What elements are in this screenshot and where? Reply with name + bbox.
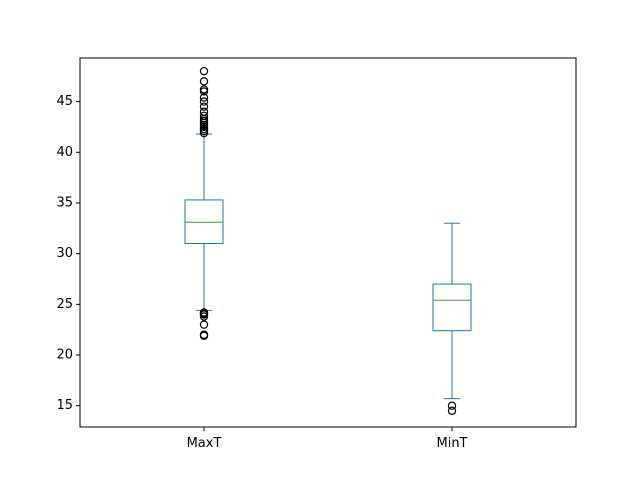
y-tick-label: 20	[56, 348, 73, 363]
outlier-point	[199, 320, 209, 329]
outlier-point	[199, 111, 209, 120]
outlier-point	[199, 66, 209, 76]
x-tick-label: MaxT	[187, 436, 222, 451]
y-tick-label: 15	[56, 398, 73, 413]
box-series	[184, 66, 472, 415]
plot-frame	[79, 57, 577, 428]
y-tick-label: 30	[56, 246, 73, 261]
y-axis: 15 20 25 30 35 40 45	[56, 94, 80, 413]
outlier-point	[199, 77, 209, 86]
outlier-point	[199, 93, 209, 102]
y-tick-label: 35	[56, 195, 73, 210]
y-tick-label: 40	[56, 145, 73, 160]
iqr-box	[184, 199, 224, 245]
outlier-point	[199, 102, 209, 111]
y-tick-label: 25	[56, 297, 73, 312]
outlier-point	[199, 308, 209, 317]
outlier-point	[447, 406, 457, 415]
outlier-point	[199, 330, 209, 339]
outlier-point	[199, 85, 209, 94]
outlier-point	[199, 97, 209, 106]
iqr-box	[432, 283, 472, 332]
box-maxt	[184, 66, 224, 340]
outlier-point	[199, 107, 209, 116]
y-tick-label: 45	[56, 94, 73, 109]
x-tick-label: MinT	[436, 436, 467, 451]
box-mint	[432, 222, 472, 415]
x-axis: MaxT MinT	[187, 427, 468, 451]
outlier-point	[447, 401, 457, 410]
